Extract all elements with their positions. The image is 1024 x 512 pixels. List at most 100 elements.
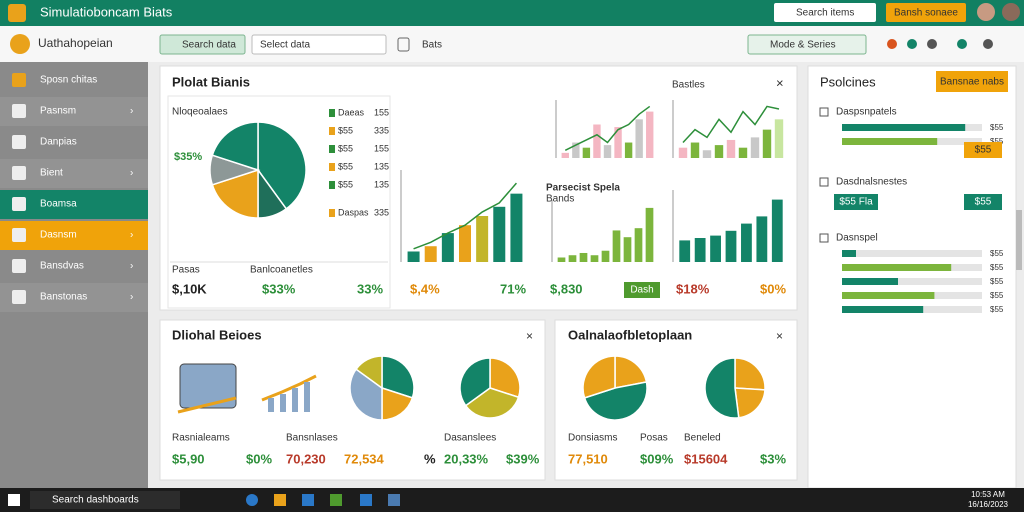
nav-icon [12, 104, 26, 118]
panel [807, 65, 1017, 489]
row-button-text: $55 [975, 197, 992, 208]
legend-label: $55 [338, 143, 353, 153]
app-icon[interactable] [360, 494, 372, 506]
bar [572, 142, 580, 158]
pie-slice [257, 121, 307, 210]
row-button[interactable] [964, 142, 1002, 158]
dropdown[interactable] [251, 34, 387, 55]
logo [8, 4, 26, 22]
checkbox [819, 177, 829, 187]
header-button[interactable] [886, 3, 966, 22]
pie-slice [614, 355, 648, 389]
icon[interactable] [887, 39, 897, 49]
row-button[interactable] [834, 194, 878, 210]
legend-swatch [329, 127, 335, 135]
chart-button-text: Dash [630, 285, 653, 296]
bar [579, 252, 588, 262]
progress-bar [842, 138, 938, 145]
app-icon[interactable] [302, 494, 314, 506]
scrollbar[interactable] [1016, 210, 1022, 270]
legend-label: Daspas [338, 207, 369, 217]
bar [603, 145, 612, 158]
stat: $18% [676, 281, 710, 296]
card-title: Nloqeoalaes [172, 107, 228, 118]
bar [510, 193, 523, 262]
row-button[interactable] [964, 194, 1002, 210]
bar [441, 233, 454, 262]
avatar[interactable] [977, 3, 995, 21]
search-box[interactable] [774, 3, 876, 22]
icon[interactable] [983, 39, 993, 49]
avatar[interactable] [1002, 3, 1020, 21]
stat: $0% [760, 281, 786, 296]
chevron: › [130, 261, 133, 272]
stat: $15604 [684, 451, 728, 466]
nav-label: Danpias [40, 137, 77, 148]
pie-slice [211, 121, 259, 172]
bar [738, 147, 748, 158]
app-icon[interactable] [388, 494, 400, 506]
chart-button[interactable] [624, 282, 660, 298]
app-icon[interactable] [246, 494, 258, 506]
icon[interactable] [397, 37, 410, 52]
mode-text: Mode & Series [770, 40, 836, 51]
header-button-text: Bansh sonaee [894, 8, 958, 19]
workspace[interactable]: Uathahopeian [38, 36, 113, 50]
bar [678, 147, 688, 158]
stat-label: Beneled [684, 433, 721, 444]
nav-label: Boamsa [40, 199, 77, 210]
legend-swatch [329, 145, 335, 153]
search-button[interactable] [159, 34, 246, 55]
bar [762, 129, 772, 158]
label: Bastles [672, 80, 705, 91]
pie-slice [381, 355, 415, 399]
legend-value: 335 [374, 207, 389, 217]
nav-icon [12, 228, 26, 242]
icon[interactable] [927, 39, 937, 49]
pie-slice [583, 381, 648, 421]
icon-bar [268, 398, 274, 412]
nav-icon [12, 166, 26, 180]
date: 16/16/2023 [968, 500, 1009, 509]
chevron: › [130, 106, 133, 117]
mode-button[interactable] [747, 34, 867, 55]
close[interactable]: × [776, 75, 784, 90]
stat: $33% [262, 281, 296, 296]
toolbar [0, 26, 1024, 62]
close[interactable]: × [526, 329, 533, 343]
stat: $09% [640, 451, 674, 466]
bar [756, 216, 768, 262]
trend-line [413, 182, 517, 250]
group-label: Dasnspel [836, 233, 878, 244]
nav-icon [12, 73, 26, 87]
stat: $,830 [550, 281, 583, 296]
app-icon[interactable] [274, 494, 286, 506]
group-label: Dasdnalsnestes [836, 177, 907, 188]
bar [679, 240, 691, 262]
start[interactable] [8, 494, 20, 506]
taskbar-search[interactable] [30, 491, 180, 509]
bar [568, 255, 577, 262]
stat: $,4% [410, 281, 440, 296]
chart-title: Parsecist Spela [546, 183, 620, 194]
panel-button[interactable] [936, 71, 1008, 92]
nav-label: Pasnsm [40, 106, 76, 117]
pie-slice [459, 357, 491, 407]
bar [726, 139, 736, 158]
close[interactable]: × [776, 329, 783, 343]
app-icon[interactable] [330, 494, 342, 506]
bar [424, 246, 437, 262]
nav-label: Dasnsm [40, 230, 77, 241]
legend-value: 135 [374, 179, 389, 189]
pie-slice [211, 168, 259, 219]
progress-text: $55 [990, 263, 1004, 272]
bar [714, 145, 724, 158]
icon[interactable] [957, 39, 967, 49]
bar [645, 207, 654, 262]
bar [624, 142, 633, 158]
stat: 70,230 [286, 451, 326, 466]
icon[interactable] [907, 39, 917, 49]
checkbox [819, 233, 829, 243]
trend-line [564, 105, 651, 151]
checkbox [819, 107, 829, 117]
